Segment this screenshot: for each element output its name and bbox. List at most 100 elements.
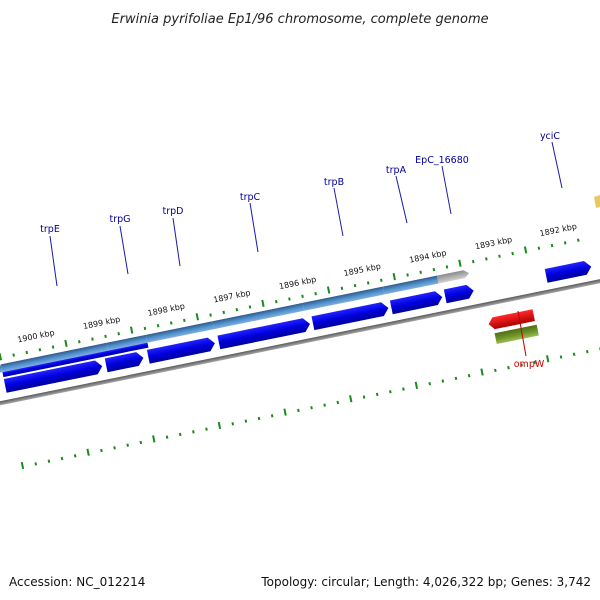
minor-tick <box>577 238 580 242</box>
minor-tick <box>432 267 436 272</box>
gene-label-trpE: trpE <box>40 224 60 235</box>
operon-block <box>106 334 148 351</box>
minor-tick <box>47 459 51 463</box>
minor-tick <box>301 294 304 298</box>
chromosome-backbone <box>0 274 600 410</box>
minor-tick <box>113 446 116 450</box>
minor-tick <box>231 422 235 426</box>
kbp-label: 1898 kbp <box>147 302 186 318</box>
operon-track <box>0 270 470 374</box>
minor-tick <box>192 430 195 434</box>
major-tick <box>0 353 3 361</box>
minor-tick <box>511 251 514 256</box>
minor-tick <box>139 440 143 445</box>
cds-arrow-trpC <box>217 318 310 350</box>
cds-arrow-trpA <box>389 291 443 315</box>
map-content: 1900 kbp 1899 kbp 1898 kbp 1897 kbp 1896… <box>0 222 600 470</box>
minor-tick <box>310 406 313 410</box>
minor-tick <box>586 349 589 354</box>
minor-tick <box>60 456 64 461</box>
outer-tick-ring <box>0 238 580 361</box>
minor-tick <box>323 403 326 407</box>
minor-tick <box>406 273 409 277</box>
minor-tick <box>143 326 147 331</box>
edge-feature <box>594 195 600 208</box>
operon-block <box>383 275 439 295</box>
major-tick <box>523 246 528 254</box>
minor-tick <box>375 392 379 397</box>
kbp-label: 1897 kbp <box>213 288 252 304</box>
gene-label-trpA: trpA <box>386 165 407 176</box>
major-tick <box>129 326 134 334</box>
cds-arrow-trpG <box>104 352 144 373</box>
minor-tick <box>471 259 475 264</box>
minor-tick <box>73 454 77 458</box>
major-tick <box>414 381 419 390</box>
minor-tick <box>467 374 471 378</box>
kbp-label: 1900 kbp <box>17 328 56 344</box>
minor-tick <box>445 265 449 269</box>
gene-label-trpD: trpD <box>163 206 184 217</box>
minor-tick <box>209 313 212 317</box>
minor-tick <box>222 310 226 315</box>
leader-line <box>517 310 527 357</box>
kbp-label: 1899 kbp <box>82 315 121 331</box>
minor-tick <box>402 387 405 391</box>
minor-tick <box>12 353 15 357</box>
leader-line <box>441 165 452 215</box>
minor-tick <box>520 363 523 367</box>
minor-tick <box>288 297 291 301</box>
cds-arrow-EpC_16680 <box>443 284 474 304</box>
major-tick <box>480 368 484 376</box>
cds-thin-strip <box>2 342 149 378</box>
minor-tick <box>340 286 344 290</box>
minor-tick <box>314 291 317 296</box>
gene-label-yciC: yciC <box>540 131 560 142</box>
major-tick <box>261 299 265 307</box>
minor-tick <box>78 340 81 344</box>
minor-tick <box>366 281 370 285</box>
minor-tick <box>559 355 563 359</box>
minor-tick <box>205 427 208 431</box>
minor-tick <box>235 308 239 312</box>
cds-arrow-ompW <box>488 309 535 330</box>
operon-arrow-end <box>0 364 3 374</box>
minor-tick <box>104 334 107 339</box>
leader-line <box>551 141 563 189</box>
minor-tick <box>183 318 186 323</box>
leader-line <box>395 175 408 224</box>
cds-arrow-trpE <box>3 360 103 393</box>
minor-tick <box>126 443 129 447</box>
minor-tick <box>156 324 160 328</box>
operon-block <box>302 286 385 311</box>
minor-tick <box>498 254 501 258</box>
minor-tick <box>169 321 173 325</box>
inner-tick-ring <box>20 347 600 470</box>
kbp-label: 1894 kbp <box>409 248 448 264</box>
minor-tick <box>533 360 537 365</box>
green-feature <box>494 324 539 345</box>
minor-tick <box>537 246 541 250</box>
major-tick <box>349 395 353 403</box>
leader-line <box>172 217 181 267</box>
minor-tick <box>100 448 103 453</box>
minor-tick <box>51 345 55 349</box>
minor-tick <box>362 395 366 399</box>
cds-arrow-trpD <box>146 337 215 364</box>
cds-arrow-trpB <box>311 302 389 331</box>
gene-label-trpB: trpB <box>324 177 344 188</box>
minor-tick <box>419 270 422 274</box>
leader-line <box>249 202 259 253</box>
gene-labels: trpE trpG trpD trpC trpB trpA EpC_16680 … <box>40 131 563 370</box>
accession-text: Accession: NC_012214 <box>9 575 145 589</box>
kbp-label: 1893 kbp <box>474 235 513 251</box>
minor-tick <box>494 368 497 373</box>
kbp-label: 1895 kbp <box>343 262 382 278</box>
minor-tick <box>353 283 357 288</box>
minor-tick <box>38 348 42 352</box>
operon-block <box>145 321 215 343</box>
major-tick <box>20 461 25 470</box>
leader-line <box>49 235 58 287</box>
minor-tick <box>485 257 488 261</box>
